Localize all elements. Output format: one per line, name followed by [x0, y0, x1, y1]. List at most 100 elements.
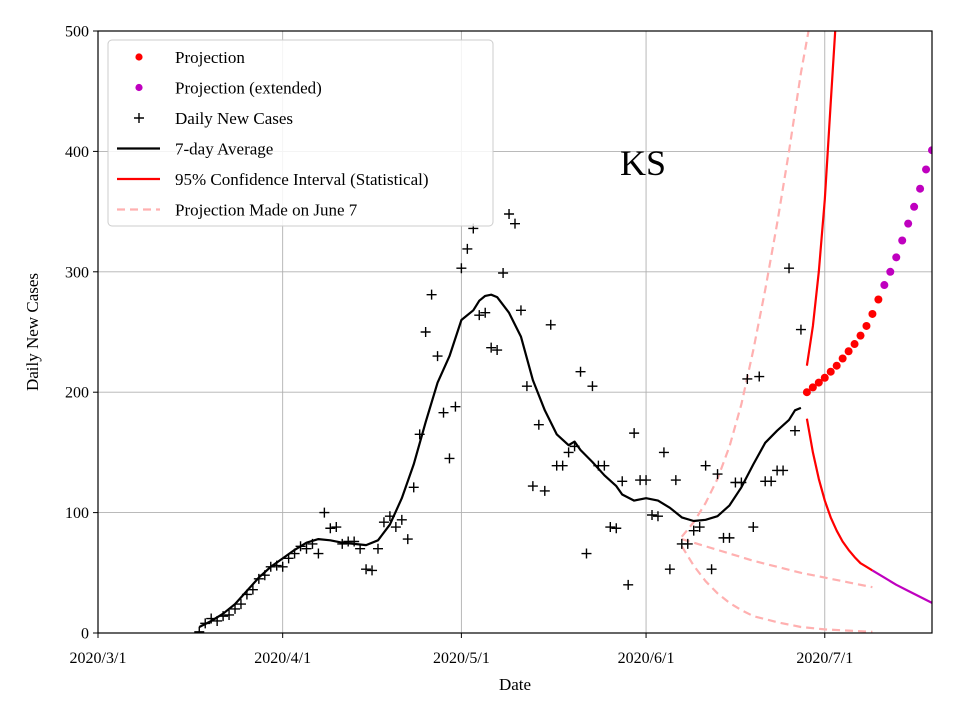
daily-case-point [521, 381, 532, 392]
projection-extended-series [880, 146, 932, 290]
projection-extended-point [886, 267, 895, 276]
legend-item-projection-made-on-june-7: Projection Made on June 7 [117, 201, 358, 220]
projection-extended-point [880, 281, 889, 290]
daily-case-point [623, 579, 634, 590]
daily-case-point [539, 485, 550, 496]
daily-case-point [611, 523, 622, 534]
projection-extended-point [910, 202, 919, 211]
daily-case-point [384, 511, 395, 522]
daily-case-point [200, 618, 211, 629]
x-tick-label: 2020/7/1 [796, 650, 853, 667]
daily-case-point [694, 522, 705, 533]
daily-case-point [420, 327, 431, 337]
daily-case-point [629, 428, 640, 439]
projection-point [826, 367, 835, 376]
projection-extended-point [892, 253, 901, 262]
95-ci-lower-line [805, 418, 873, 572]
legend-plus-marker [134, 113, 144, 123]
daily-case-point [259, 570, 270, 581]
legend-label: 7-day Average [175, 140, 273, 159]
daily-case-point [402, 534, 413, 545]
daily-case-point [438, 407, 449, 418]
daily-case-point [206, 613, 217, 624]
y-tick-label: 400 [65, 144, 89, 161]
daily-case-point [736, 477, 747, 488]
daily-case-point [337, 538, 348, 549]
daily-case-point [587, 381, 598, 392]
daily-case-point [510, 218, 520, 229]
projection-point [868, 309, 877, 318]
legend: Projection Projection (extended) Daily New… [107, 39, 494, 227]
daily-case-point [396, 514, 407, 525]
daily-case-point [647, 510, 658, 521]
daily-case-point [331, 522, 342, 533]
projection-point [838, 354, 847, 363]
95-ci-upper-line [805, 31, 837, 366]
legend-label: Projection [175, 48, 245, 67]
daily-case-point [498, 268, 509, 279]
daily-case-point [194, 626, 205, 633]
x-tick-label: 2020/5/1 [433, 650, 490, 667]
daily-case-point [766, 476, 777, 487]
daily-case-point [390, 522, 401, 533]
projection-point [844, 347, 853, 356]
plot-area [194, 31, 932, 633]
y-tick-label: 200 [65, 385, 89, 402]
daily-case-point [218, 611, 229, 622]
projection-point [850, 340, 859, 349]
daily-case-point [378, 517, 389, 528]
legend-label: Projection (extended) [175, 79, 322, 98]
projection-series [802, 295, 883, 397]
daily-case-point [617, 476, 628, 487]
daily-case-point [349, 536, 360, 547]
daily-case-point [778, 465, 789, 476]
june-7-projection-middle-line [681, 538, 873, 589]
daily-case-point [599, 460, 610, 471]
daily-case-point [527, 481, 538, 492]
daily-case-point [224, 609, 235, 620]
daily-case-point [432, 351, 443, 362]
y-tick-label: 300 [65, 264, 89, 281]
daily-case-point [789, 425, 800, 436]
daily-case-point [545, 319, 556, 330]
projection-extended-point [904, 219, 913, 228]
daily-case-point [212, 615, 223, 626]
daily-case-point [563, 447, 574, 458]
x-tick-label: 2020/4/1 [254, 650, 311, 667]
daily-case-point [784, 263, 795, 274]
daily-case-point [742, 373, 753, 384]
legend-label: 95% Confidence Interval (Statistical) [175, 170, 429, 189]
daily-case-point [795, 324, 806, 335]
x-tick-label: 2020/3/1 [70, 650, 127, 667]
projection-extended-point [928, 146, 932, 155]
daily-case-point [230, 603, 241, 614]
legend-item-7-day-average: 7-day Average [117, 140, 273, 159]
y-axis-label: Daily New Cases [23, 273, 42, 391]
daily-new-cases-series [194, 209, 806, 633]
daily-case-point [414, 429, 425, 440]
daily-case-point [706, 564, 717, 575]
daily-case-point [533, 419, 544, 430]
daily-case-point [450, 401, 461, 412]
daily-case-point [724, 532, 735, 543]
legend-box [107, 39, 494, 227]
legend-item-95-confidence-interval-statistical: 95% Confidence Interval (Statistical) [117, 170, 429, 189]
daily-case-point [444, 453, 455, 464]
daily-case-point [670, 475, 681, 486]
projection-point [814, 378, 823, 387]
legend-item-projection: Projection [135, 48, 245, 67]
7-day-average-line [198, 293, 802, 628]
daily-case-point [289, 548, 300, 559]
daily-case-point [247, 584, 258, 595]
projection-point [832, 361, 841, 370]
plot-frame [97, 30, 933, 634]
x-axis-label: Date [499, 675, 531, 694]
daily-case-point [486, 342, 497, 353]
daily-case-point [664, 564, 675, 575]
daily-case-point [426, 289, 437, 300]
daily-case-point [700, 460, 711, 471]
daily-case-point [557, 460, 568, 471]
daily-case-point [569, 441, 580, 452]
legend-dot-marker [135, 83, 143, 92]
